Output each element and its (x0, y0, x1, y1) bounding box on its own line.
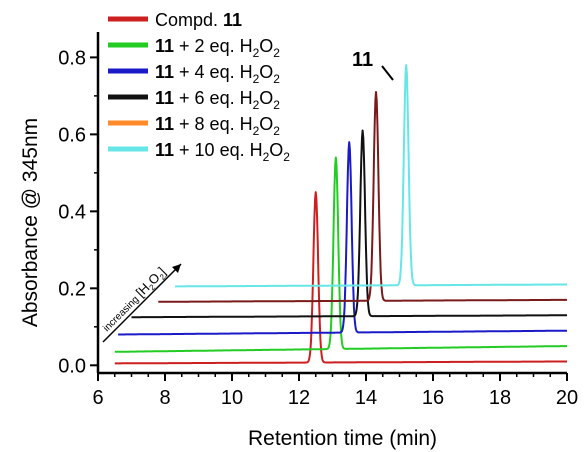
increasing-arrow-label: increasing [H2O2] (99, 264, 170, 335)
y-tick-label: 0.0 (58, 355, 86, 377)
peak-annotation-pointer (381, 65, 394, 81)
increasing-arrow-line (102, 263, 182, 343)
y-axis-title: Absorbance @ 345nm (19, 118, 42, 327)
series-line-0 (114, 191, 568, 365)
series-line-5 (174, 64, 568, 288)
x-tick-label: 12 (288, 387, 310, 409)
legend-label-3: 11 + 6 eq. H2O2 (155, 88, 280, 112)
peak-annotation-label: 11 (352, 49, 373, 71)
x-tick-label: 8 (159, 387, 170, 409)
y-tick-label: 0.6 (58, 124, 86, 146)
legend-label-2: 11 + 4 eq. H2O2 (155, 62, 280, 86)
x-tick-label: 18 (489, 387, 511, 409)
series-line-3 (131, 129, 568, 319)
x-tick-label: 20 (556, 387, 578, 409)
x-axis-title: Retention time (min) (248, 427, 437, 450)
legend-label-1: 11 + 2 eq. H2O2 (155, 36, 280, 60)
series-line-1 (114, 156, 568, 353)
y-tick-label: 0.4 (58, 201, 86, 223)
x-tick-label: 6 (92, 387, 103, 409)
x-tick-label: 16 (422, 387, 444, 409)
axes: 6 8 10 12 14 16 18 20 0.0 0.2 0.4 0.6 0.8 Retention t… (19, 32, 578, 450)
y-tick-label: 0.8 (58, 47, 86, 69)
y-tick-label: 0.2 (58, 278, 86, 300)
legend-label-4: 11 + 8 eq. H2O2 (155, 114, 280, 138)
series-line-2 (117, 141, 568, 336)
series-line-4 (158, 91, 568, 303)
increasing-arrow-head (172, 264, 181, 273)
legend-label-0: Compd. 11 (155, 10, 242, 30)
x-tick-label: 10 (221, 387, 243, 409)
series-group (114, 64, 568, 365)
legend-label-5: 11 + 10 eq. H2O2 (155, 140, 290, 164)
x-tick-label: 14 (355, 387, 377, 409)
